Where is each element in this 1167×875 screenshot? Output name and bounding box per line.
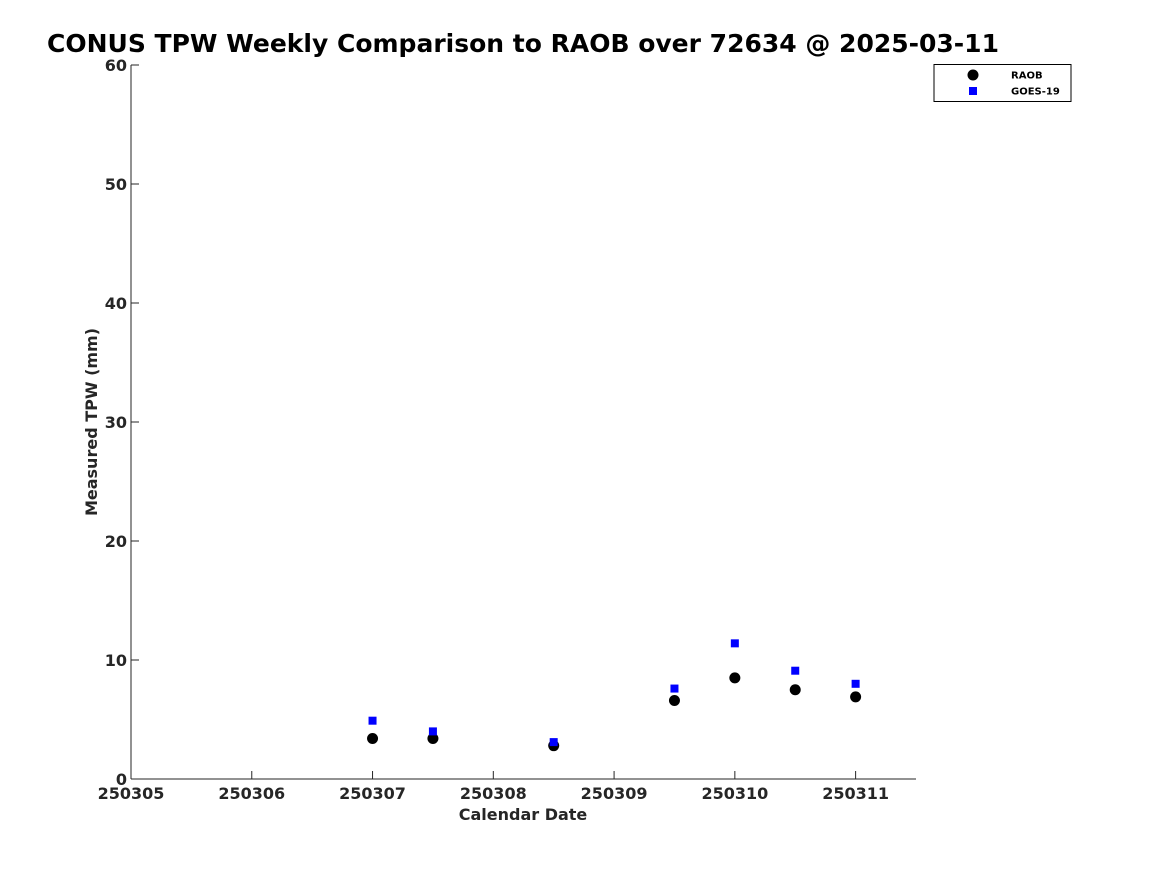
y-tick-label: 50 [105, 175, 127, 194]
x-tick-label: 250307 [339, 784, 406, 803]
raob-point [427, 733, 439, 745]
y-tick-label: 40 [105, 294, 127, 313]
y-tick-label: 0 [116, 770, 127, 789]
data-points [367, 639, 862, 752]
legend-goes19-marker [969, 87, 977, 95]
goes19-point [428, 727, 437, 736]
x-tick-label: 250310 [701, 784, 768, 803]
goes19-point [791, 666, 800, 675]
x-tick-label: 250308 [460, 784, 527, 803]
goes19-point [670, 684, 679, 693]
raob-point [367, 733, 379, 745]
legend-raob-label: RAOB [1011, 71, 1043, 82]
chart-title: CONUS TPW Weekly Comparison to RAOB over… [47, 29, 999, 58]
y-tick-label: 30 [105, 413, 127, 432]
legend-goes19-label: GOES-19 [1011, 87, 1060, 98]
legend: RAOB GOES-19 [933, 64, 1072, 102]
y-tick-label: 60 [105, 56, 127, 75]
y-tick-label: 10 [105, 651, 127, 670]
y-axis-label: Measured TPW (mm) [82, 328, 101, 516]
raob-point [789, 684, 801, 696]
x-axis-label: Calendar Date [459, 805, 588, 824]
goes19-point [549, 738, 558, 747]
x-tick-label: 250305 [98, 784, 165, 803]
x-tick-label: 250311 [822, 784, 889, 803]
legend-box [933, 64, 1072, 102]
goes19-point [368, 716, 377, 725]
x-tick-label: 250309 [581, 784, 648, 803]
goes19-point [851, 679, 860, 688]
x-tick-label: 250306 [218, 784, 285, 803]
raob-point [668, 694, 680, 706]
raob-point [850, 691, 862, 703]
legend-raob-marker [967, 69, 979, 81]
series-raob [367, 672, 862, 752]
y-tick-label: 20 [105, 532, 127, 551]
raob-point [729, 672, 741, 684]
x-ticks: 250305 250306 250307 250308 250309 250310 2503… [98, 771, 889, 803]
goes19-point [730, 639, 739, 648]
y-ticks: 0 10 20 30 40 50 60 [105, 56, 139, 789]
series-goes-19 [368, 639, 860, 747]
